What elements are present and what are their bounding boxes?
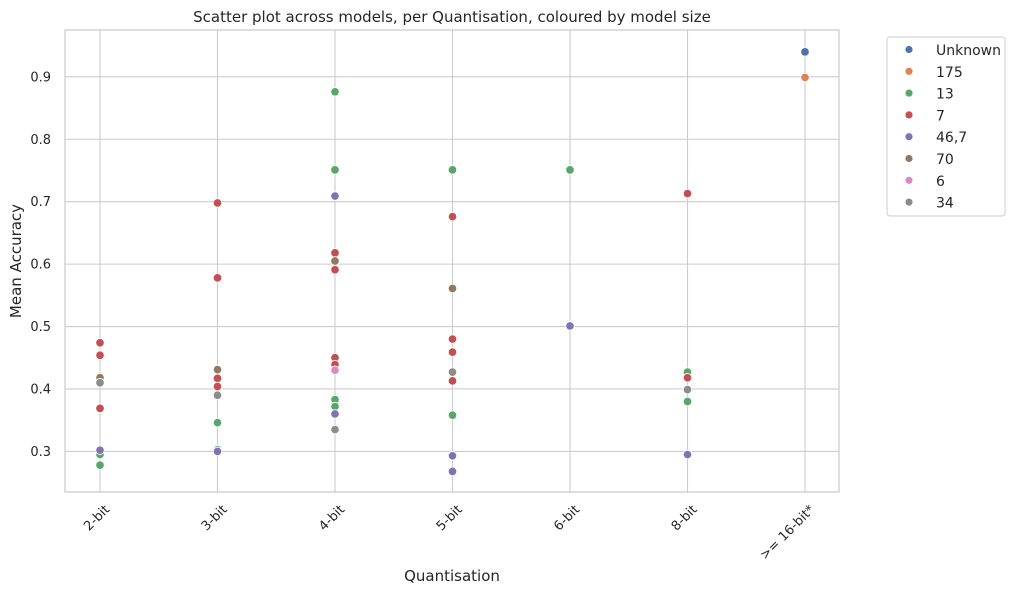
data-point (330, 248, 340, 258)
legend-marker (904, 175, 914, 185)
data-point (800, 47, 810, 57)
data-point (565, 321, 575, 331)
data-point (447, 334, 458, 344)
y-tick-label: 0.4 (30, 382, 51, 397)
x-tick-label: >= 16-bit* (758, 502, 819, 563)
data-point (95, 403, 105, 414)
legend-label: 34 (936, 196, 954, 212)
y-tick-labels: 0.3 0.4 0.5 0.6 0.7 0.8 0.9 (30, 70, 51, 460)
data-point (447, 367, 458, 377)
legend-label: 13 (936, 87, 954, 103)
data-point (447, 410, 458, 420)
grid (65, 30, 839, 492)
legend-box (886, 36, 1006, 217)
legend-marker (904, 66, 914, 76)
y-tick-label: 0.8 (30, 133, 51, 148)
x-tick-label: 3-bit (199, 502, 231, 534)
legend-label: 7 (936, 108, 945, 124)
x-axis-label: Quantisation (404, 567, 500, 585)
plot-frame (64, 29, 840, 493)
data-point (95, 377, 105, 388)
data-point (212, 417, 223, 428)
data-point (95, 350, 105, 361)
data-point (682, 449, 693, 460)
legend-label: 46,7 (936, 130, 967, 146)
legend-label: 6 (936, 174, 945, 190)
data-point (447, 451, 458, 461)
data-point (682, 188, 693, 199)
data-point (95, 445, 105, 455)
data-point (212, 198, 223, 208)
x-tick-label: 6-bit (551, 502, 583, 534)
legend-marker (904, 197, 914, 207)
data-point (447, 376, 458, 386)
legend-marker (904, 45, 914, 54)
legend: Unknown 175 13 7 46,7 70 6 34 (886, 36, 1006, 217)
data-point (212, 364, 223, 375)
data-point (447, 211, 458, 222)
y-tick-label: 0.3 (30, 445, 51, 460)
legend-marker (904, 132, 914, 142)
x-tick-label: 5-bit (434, 502, 466, 534)
data-point (330, 424, 340, 435)
data-point (447, 347, 458, 357)
data-point (212, 446, 223, 457)
data-point (565, 165, 575, 175)
data-point (682, 384, 693, 395)
legend-marker (904, 110, 914, 120)
legend-marker (904, 154, 914, 163)
data-point (800, 72, 810, 83)
data-point (212, 390, 223, 400)
x-tick-label: 8-bit (669, 502, 701, 534)
data-point (330, 256, 340, 266)
legend-label: Unknown (936, 43, 1001, 59)
data-point (682, 396, 693, 407)
data-point (330, 264, 340, 275)
data-point (330, 87, 340, 97)
y-tick-label: 0.7 (30, 195, 51, 210)
x-tick-labels: 2-bit 3-bit 4-bit 5-bit 6-bit 8-bit >= 16-bit* (81, 502, 818, 563)
data-point (95, 460, 105, 470)
y-tick-label: 0.9 (30, 70, 51, 85)
data-point (447, 165, 458, 175)
data-point (95, 338, 105, 348)
data-point (212, 381, 223, 392)
data-point (447, 283, 458, 294)
data-points (95, 47, 810, 477)
data-point (212, 273, 223, 283)
data-point (447, 466, 458, 477)
y-tick-label: 0.6 (30, 258, 51, 273)
legend-label: 175 (936, 65, 963, 81)
data-point (212, 373, 223, 384)
x-tick-label: 2-bit (81, 502, 113, 534)
data-point (330, 191, 340, 201)
chart-title: Scatter plot across models, per Quantisa… (193, 8, 711, 26)
y-axis-label: Mean Accuracy (7, 204, 25, 318)
x-tick-label: 4-bit (316, 502, 348, 534)
data-point (330, 409, 340, 419)
legend-label: 70 (936, 152, 954, 168)
y-tick-label: 0.5 (30, 320, 51, 335)
data-point (682, 372, 693, 383)
data-point (330, 365, 340, 376)
data-point (330, 165, 340, 175)
legend-marker (904, 88, 914, 98)
